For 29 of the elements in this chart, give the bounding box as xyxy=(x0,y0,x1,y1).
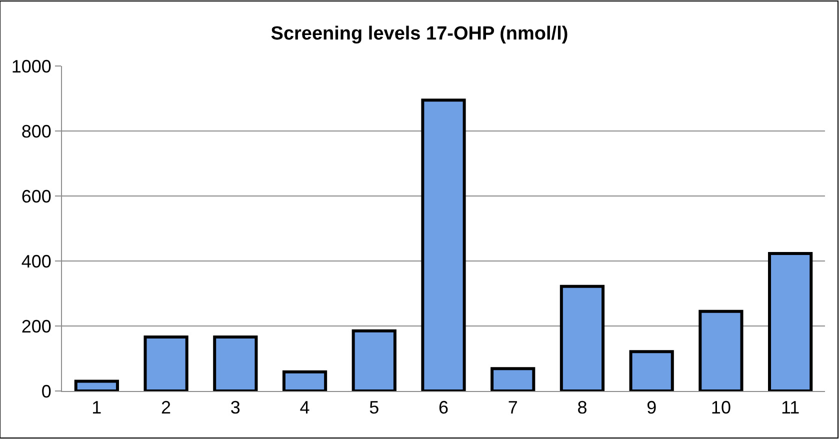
y-tick-label: 400 xyxy=(21,251,52,272)
bar xyxy=(490,367,536,391)
y-tick-label: 600 xyxy=(21,186,52,206)
bar xyxy=(421,98,466,391)
bar xyxy=(282,370,328,391)
bar xyxy=(74,380,119,391)
y-tick-label: 200 xyxy=(21,316,52,336)
y-tick-label: 0 xyxy=(41,381,52,402)
chart-title: Screening levels 17-OHP (nmol/l) xyxy=(270,24,568,45)
bar xyxy=(352,329,396,391)
x-tick-label: 8 xyxy=(577,398,588,418)
bar xyxy=(629,350,674,391)
bar xyxy=(698,310,744,391)
x-tick-label: 3 xyxy=(230,398,240,418)
bar xyxy=(144,336,188,391)
bar xyxy=(560,284,605,391)
x-tick-label: 2 xyxy=(161,398,172,418)
y-tick-label: 800 xyxy=(21,121,52,142)
x-tick-label: 4 xyxy=(300,398,310,418)
bar xyxy=(213,336,258,391)
x-tick-label: 5 xyxy=(369,398,380,418)
y-tick-label: 1000 xyxy=(11,56,52,76)
x-tick-label: 10 xyxy=(710,398,731,418)
bar xyxy=(768,252,813,391)
x-tick-label: 1 xyxy=(92,398,102,418)
x-tick-label: 6 xyxy=(438,398,449,418)
x-tick-label: 11 xyxy=(780,398,800,418)
x-tick-label: 9 xyxy=(646,398,657,418)
x-tick-label: 7 xyxy=(508,398,518,418)
